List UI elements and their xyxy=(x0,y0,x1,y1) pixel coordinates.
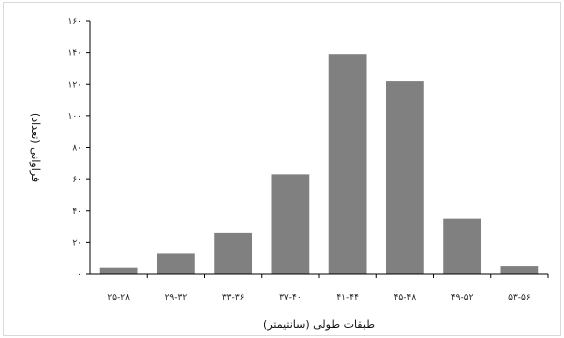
y-axis-title: فراوانی (تعداد) xyxy=(29,113,42,182)
x-tick-label: ۲۹-۳۲ xyxy=(165,293,188,303)
bar xyxy=(99,267,138,274)
bars-group xyxy=(99,54,539,275)
x-tick-label: ۴۱-۴۴ xyxy=(336,293,359,303)
y-tick-label: ۱۴۰ xyxy=(67,49,82,59)
bar xyxy=(156,253,195,274)
y-tick-label: ۱۲۰ xyxy=(67,80,82,90)
x-tick-label: ۳۳-۳۶ xyxy=(222,293,245,303)
y-tick-label: ۴۰ xyxy=(72,207,82,217)
x-tick-label: ۴۹-۵۲ xyxy=(451,293,474,303)
x-tick-label: ۴۵-۴۸ xyxy=(394,293,417,303)
x-tick-label: ۵۳-۵۶ xyxy=(508,293,531,303)
y-axis-ticks: ۰ ۲۰ ۴۰ ۶۰ ۸۰ ۱۰۰ ۱۲۰ ۱۴۰ ۱۶۰ xyxy=(67,17,90,280)
bar xyxy=(443,218,482,274)
chart-frame xyxy=(3,2,561,336)
x-axis-ticks: ۲۵-۲۸ ۲۹-۳۲ ۳۳-۳۶ ۳۷-۴۰ ۴۱-۴۴ ۴۵-۴۸ ۴۹-۵۲ ۵۳-۵۶ xyxy=(107,274,549,303)
x-tick-label: ۳۷-۴۰ xyxy=(279,293,302,303)
bar xyxy=(385,81,424,275)
x-tick-label: ۲۵-۲۸ xyxy=(107,293,130,303)
y-tick-label: ۱۶۰ xyxy=(67,17,82,27)
y-tick-label: ۱۰۰ xyxy=(67,112,82,122)
y-tick-label: ۶۰ xyxy=(72,175,82,185)
y-tick-label: ۲۰ xyxy=(72,238,82,248)
bar xyxy=(500,266,539,274)
x-axis-title: طبقات طولی (سانتیمتر) xyxy=(263,318,375,331)
bar xyxy=(271,174,310,274)
bar xyxy=(214,232,253,274)
y-tick-label: ۰ xyxy=(77,270,82,280)
y-tick-label: ۸۰ xyxy=(72,144,82,154)
bar xyxy=(328,54,367,274)
